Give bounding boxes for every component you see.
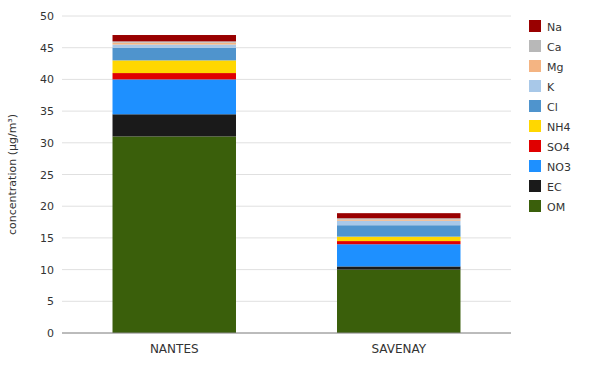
bar-segment [337, 266, 460, 269]
y-tick-label: 0 [47, 327, 54, 340]
bar-segment [113, 45, 236, 48]
y-tick-label: 45 [40, 42, 54, 55]
legend-swatch [529, 200, 541, 212]
y-tick-label: 30 [40, 137, 54, 150]
bar-segment [337, 220, 460, 221]
legend-label: Na [547, 21, 562, 34]
bar-segment [113, 60, 236, 73]
x-axis: NANTES SAVENAY [62, 333, 511, 356]
legend-swatch [529, 180, 541, 192]
y-axis: 0 5 10 15 20 25 30 35 40 45 50 [40, 10, 511, 340]
bar-segment [113, 35, 236, 41]
y-tick-label: 20 [40, 200, 54, 213]
legend-label: OM [547, 201, 565, 214]
legend-swatch [529, 100, 541, 112]
bar-segment [337, 221, 460, 225]
bar-segment [337, 213, 460, 218]
bar-segment [113, 114, 236, 136]
bars [113, 35, 461, 333]
bar-segment [337, 241, 460, 244]
chart: 0 5 10 15 20 25 30 35 40 45 50 concentration (µg/m³… [0, 0, 611, 371]
legend-label: EC [547, 181, 562, 194]
bar-segment [337, 218, 460, 219]
bar-segment [337, 270, 460, 333]
y-tick-label: 40 [40, 73, 54, 86]
x-axis-line [62, 333, 511, 334]
legend: Na Ca Mg K Cl NH4 SO4 NO3 EC OM [529, 20, 571, 214]
bar-segment [113, 43, 236, 45]
legend-swatch [529, 60, 541, 72]
bar-segment [337, 244, 460, 266]
bar-segment [113, 41, 236, 42]
x-tick-label: SAVENAY [371, 342, 426, 356]
bar-segment [113, 48, 236, 61]
grid-line [62, 333, 511, 334]
y-tick-label: 50 [40, 10, 54, 23]
y-tick-label: 15 [40, 232, 54, 245]
legend-label: Cl [547, 101, 558, 114]
bar-segment [337, 237, 460, 241]
legend-label: NH4 [547, 121, 571, 134]
y-tick-label: 10 [40, 264, 54, 277]
legend-swatch [529, 40, 541, 52]
legend-label: K [547, 81, 555, 94]
legend-label: NO3 [547, 161, 571, 174]
x-tick-label: NANTES [150, 342, 199, 356]
bar-segment [113, 136, 236, 333]
legend-label: Mg [547, 61, 563, 74]
legend-swatch [529, 160, 541, 172]
y-tick-label: 25 [40, 169, 54, 182]
y-axis-label: concentration (µg/m³) [6, 114, 19, 235]
legend-label: SO4 [547, 141, 570, 154]
legend-swatch [529, 140, 541, 152]
bar-segment [337, 225, 460, 236]
bar-segment [113, 79, 236, 114]
y-tick-label: 5 [47, 295, 54, 308]
legend-label: Ca [547, 41, 561, 54]
legend-swatch [529, 20, 541, 32]
y-tick-label: 35 [40, 105, 54, 118]
bar-segment [113, 73, 236, 79]
grid-line [62, 16, 511, 17]
legend-swatch [529, 120, 541, 132]
legend-swatch [529, 80, 541, 92]
